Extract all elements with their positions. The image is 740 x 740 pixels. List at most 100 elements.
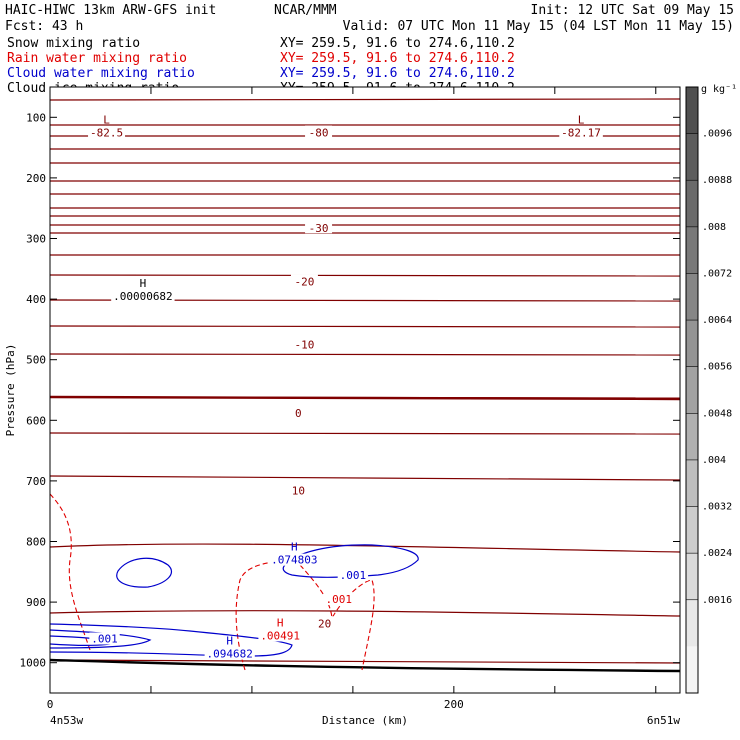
- isotherm-label-bg: [288, 483, 309, 496]
- x-axis-label: Distance (km): [322, 714, 408, 727]
- colorbar-tick-label: .0088: [702, 175, 732, 186]
- y-tick-label: 1000: [20, 657, 47, 670]
- y-tick-label: 800: [26, 536, 46, 549]
- field-name-cloud-water: Cloud water mixing ratio: [7, 66, 195, 81]
- freezing-level-line: [49, 395, 681, 401]
- extremum-marker: H: [226, 635, 233, 648]
- colorbar-tick-label: .0016: [702, 595, 732, 606]
- plot-area: [50, 87, 680, 693]
- extremum-value-bg: [204, 647, 255, 660]
- contour-label-bg: [337, 568, 369, 581]
- extremum-marker: H: [277, 616, 284, 629]
- x-tick-label: 200: [444, 698, 464, 711]
- colorbar-segment: [686, 273, 698, 321]
- field-name-rain: Rain water mixing ratio: [7, 51, 187, 66]
- isotherm-line: [49, 274, 681, 277]
- isotherm-line: [49, 98, 681, 101]
- isotherm-label: -80: [309, 126, 329, 139]
- isotherm-label-bg: [305, 221, 333, 234]
- contour-label: .001: [326, 593, 353, 606]
- isotherm-label: 10: [292, 485, 305, 498]
- colorbar-segment: [686, 506, 698, 554]
- x-tick-label: 0: [47, 698, 54, 711]
- colorbar-segment: [686, 87, 698, 135]
- isotherm-label-bg: [290, 274, 318, 287]
- contour-value-labels: .001 .001 .001: [89, 568, 369, 645]
- organization-label: NCAR/MMM: [274, 3, 337, 18]
- colorbar-segment: [686, 646, 698, 694]
- colorbar-segment: [686, 320, 698, 368]
- colorbar-tick-label: .0056: [702, 362, 732, 373]
- colorbar-unit: g kg⁻¹: [701, 84, 737, 95]
- extremum-marker: H: [291, 541, 298, 554]
- y-tick-label: 500: [26, 354, 46, 367]
- isotherm-label: -10: [294, 339, 314, 352]
- y-tick-label: 200: [26, 172, 46, 185]
- colorbar-segment: [686, 553, 698, 601]
- isotherm-line: [49, 432, 681, 435]
- cloud-water-contour-line: [116, 557, 173, 588]
- isotherm-line: [49, 353, 681, 356]
- isotherm-label-bg: [290, 337, 318, 350]
- ground-surface-line: [49, 658, 681, 673]
- colorbar-tick-label: .0032: [702, 502, 732, 513]
- extremum-marker: H: [140, 277, 147, 290]
- x-end-label: 6n51w: [647, 714, 680, 727]
- isotherm-line: [49, 475, 681, 481]
- init-time: Init: 12 UTC Sat 09 May 15: [531, 3, 735, 18]
- extremum-value: .074803: [271, 554, 317, 567]
- y-tick-label: 700: [26, 475, 46, 488]
- isotherm-line: [49, 610, 681, 617]
- forecast-hour: Fcst: 43 h: [5, 19, 83, 34]
- colorbar-tick-label: .004: [702, 455, 726, 466]
- extremum-value: -82.17: [561, 126, 601, 139]
- extremum-value-bg: [88, 126, 126, 139]
- x-start-label: 4n53w: [50, 714, 83, 727]
- rain-contour-line: [299, 564, 375, 671]
- extremum-value-bg: [559, 126, 603, 139]
- contour-label: .001: [91, 632, 118, 645]
- isotherm-label: 20: [318, 617, 331, 630]
- colorbar-segment: [686, 366, 698, 414]
- colorbar-tick-label: .0064: [702, 315, 732, 326]
- isotherm-label-bg: [291, 406, 305, 419]
- colorbar-tick-label: .0096: [702, 129, 732, 140]
- colorbar-tick-label: .008: [702, 222, 726, 233]
- colorbar-tick-label: .0072: [702, 268, 732, 279]
- colorbar-tick-label: .0024: [702, 548, 732, 559]
- y-tick-label: 600: [26, 414, 46, 427]
- extremum-value: .094682: [207, 648, 253, 661]
- field-xy-rain: XY= 259.5, 91.6 to 274.6,110.2: [280, 51, 515, 66]
- colorbar-segment: [686, 180, 698, 228]
- colorbar-segment: [686, 599, 698, 647]
- extremum-value-bg: [111, 290, 175, 303]
- isotherm-line: [49, 659, 681, 664]
- cloud-water-contour-line: [49, 623, 293, 657]
- extremum-marker: L: [103, 113, 110, 126]
- cloud-water-contours: [49, 544, 419, 657]
- colorbar-tick-label: .0048: [702, 408, 732, 419]
- valid-time: Valid: 07 UTC Mon 11 May 15 (04 LST Mon …: [343, 19, 734, 34]
- extrema-labels: L-82.5L-82.17H.00000682H.074803H.094682H…: [88, 113, 603, 661]
- x-axis: 0 200: [47, 87, 657, 711]
- colorbar-segment: [686, 459, 698, 508]
- run-title: HAIC-HIWC 13km ARW-GFS init: [5, 3, 216, 18]
- colorbar-segment: [686, 413, 698, 461]
- extremum-value: .00000682: [113, 290, 173, 303]
- extremum-value-bg: [269, 553, 320, 566]
- y-tick-label: 900: [26, 596, 46, 609]
- isotherm-label-bg: [314, 616, 335, 629]
- extremum-value-bg: [258, 629, 302, 642]
- isotherm-label: -20: [294, 276, 314, 289]
- cloud-water-contour-line: [282, 544, 419, 578]
- colorbar-segment: [686, 226, 698, 274]
- cloud-water-contour-line: [49, 629, 152, 649]
- y-tick-label: 400: [26, 293, 46, 306]
- contour-label: .001: [340, 569, 367, 582]
- isotherm-label: -30: [309, 222, 329, 235]
- plot-frame: [49, 86, 681, 694]
- rain-contour-line: [235, 559, 291, 671]
- extremum-value: -82.5: [90, 126, 123, 139]
